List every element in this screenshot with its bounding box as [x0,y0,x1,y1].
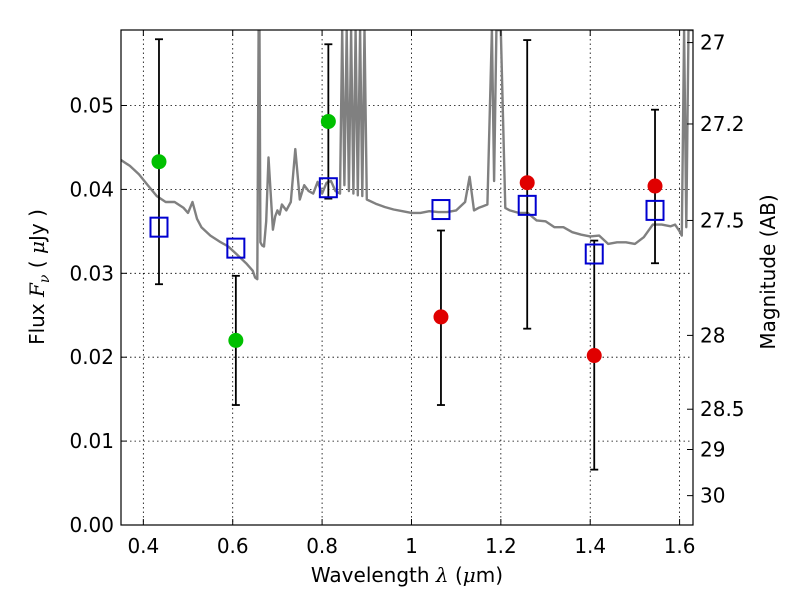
y-tick-label: 0.04 [69,177,114,201]
y2-tick-label: 27.5 [700,208,745,232]
x-tick-label: 0.8 [306,534,338,558]
photometry-green-point [151,154,167,170]
y-tick-label: 0.03 [69,261,114,285]
x-tick-label: 1.6 [664,534,696,558]
y2-tick-label: 28 [700,323,725,347]
x-tick-label: 0.6 [217,534,249,558]
y2-axis-title: Magnitude (AB) [756,194,780,349]
x-tick-label: 1.2 [485,534,517,558]
model-spectrum-line [121,30,693,281]
y2-tick-label: 30 [700,484,725,508]
grid [121,30,693,526]
y-tick-label: 0.02 [69,345,114,369]
model-square-point [517,194,537,216]
photometry-points [151,113,663,364]
photometry-green-point [320,113,336,129]
photometry-red-point [433,309,449,325]
y-axis-title: Flux Fν ( μJy ) [25,209,53,345]
photometry-red-point [586,348,602,364]
model-squares [149,177,665,265]
photometry-red-point [647,178,663,194]
model-spectrum-group [121,30,693,281]
y2-tick-label: 29 [700,437,725,461]
model-square-point [584,243,604,265]
photometry-green-point [228,332,244,348]
y2-tick-label: 27 [700,31,725,55]
y2-tick-label: 28.5 [700,397,745,421]
model-square-point [431,199,451,221]
model-square-point [645,199,665,221]
axis-ticks: 0.4 0.6 0.8 1 1.2 1.4 1.6 0.00 0.01 0.02 0.03 0.04 0… [69,30,745,558]
photometry-red-point [519,175,535,191]
y-tick-label: 0.05 [69,94,114,118]
x-tick-label: 1.4 [574,534,606,558]
model-square-point [226,237,246,259]
y2-tick-label: 27.2 [700,112,745,136]
error-bars [154,38,660,471]
y-tick-label: 0.01 [69,429,114,453]
x-tick-label: 0.4 [127,534,159,558]
x-axis-title: Wavelength λ (μm) [311,563,503,587]
y-tick-label: 0.00 [69,513,114,537]
x-tick-label: 1 [405,534,418,558]
model-square-point [149,216,169,238]
model-square-point [318,177,338,199]
plot-frame [120,29,694,526]
